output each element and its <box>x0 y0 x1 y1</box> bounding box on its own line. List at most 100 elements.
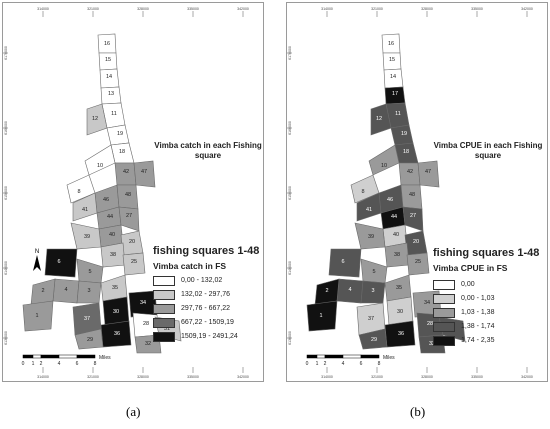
legend-label: 132,02 - 297,76 <box>181 291 231 298</box>
tick-label-bottom: 342000 <box>521 375 533 379</box>
fishing-square-label: 47 <box>141 169 147 175</box>
north-arrow-label: N <box>35 249 39 255</box>
fishing-square-label: 19 <box>401 131 407 137</box>
fishing-square-label: 29 <box>371 337 377 343</box>
legend-swatch <box>433 307 455 318</box>
legend-label: 667,22 - 1509,19 <box>181 319 234 326</box>
fishing-square-shape <box>417 160 440 188</box>
fishing-square-42: 42 <box>114 162 137 186</box>
fishing-square-label: 15 <box>105 57 111 63</box>
legend-swatch <box>433 321 455 332</box>
scale-bar-label: 8 <box>378 361 381 367</box>
map-panel-b: 314000 321000 328000 335000 342000 314000 3210… <box>286 2 548 382</box>
fishing-square-20: 20 <box>120 230 144 256</box>
legend-item: 0,00 <box>433 279 475 290</box>
fishing-square-label: 14 <box>390 74 396 80</box>
tick-label-left: 6130000 <box>4 331 8 345</box>
fishing-square-label: 12 <box>376 116 382 122</box>
fishing-square-label: 20 <box>413 239 419 245</box>
fishing-square-5: 5 <box>360 258 388 284</box>
fishing-square-17: 17 <box>384 86 406 105</box>
fishing-square-label: 30 <box>113 309 119 315</box>
fishing-square-48: 48 <box>116 184 139 210</box>
fishing-square-label: 2 <box>41 288 44 294</box>
fishing-square-label: 5 <box>372 269 375 275</box>
scale-bar-label: 1 <box>32 361 35 367</box>
fishing-square-30: 30 <box>102 296 130 326</box>
fishing-square-1: 1 <box>306 300 338 332</box>
fishing-square-39: 39 <box>354 222 386 250</box>
tick-label-bottom: 321000 <box>87 375 99 379</box>
caption-a: (a) <box>126 404 141 419</box>
scale-bar-segment <box>22 354 34 359</box>
scale-bar-segment <box>58 354 78 359</box>
tick-label-top: 328000 <box>137 7 149 11</box>
fishing-square-29: 29 <box>358 328 388 350</box>
fishing-square-label: 1 <box>319 313 322 319</box>
fishing-square-shape <box>306 300 338 332</box>
legend-subtitle-b: Vimba CPUE in FS <box>433 263 508 273</box>
fishing-square-shape <box>122 252 146 276</box>
tick-label-left: 6130000 <box>288 331 292 345</box>
legend-item: 132,02 - 297,76 <box>153 289 230 300</box>
scale-bar-label: 0 <box>306 361 309 367</box>
scale-bar-segment <box>324 354 344 359</box>
scale-bar-label: 0 <box>22 361 25 367</box>
fishing-square-label: 44 <box>391 214 397 220</box>
north-arrow-shape <box>33 255 41 271</box>
tick-label-left: 6170000 <box>4 46 8 60</box>
scale-bar-label: 2 <box>40 361 43 367</box>
fishing-square-3: 3 <box>360 280 386 304</box>
map-title-b: Vimba CPUE in each Fishing square <box>433 141 543 160</box>
scale-bar-label: 4 <box>58 361 61 367</box>
fishing-square-16: 16 <box>381 33 401 54</box>
tick-label-left: 6140000 <box>4 261 8 275</box>
fishing-square-label: 48 <box>409 192 415 198</box>
fishing-square-label: 15 <box>389 57 395 63</box>
fishing-square-label: 18 <box>119 149 125 155</box>
fishing-square-3: 3 <box>76 280 102 304</box>
legend-item: 297,76 - 667,22 <box>153 303 230 314</box>
fishing-square-label: 25 <box>415 259 421 265</box>
fishing-square-label: 27 <box>126 213 132 219</box>
fishing-square-label: 32 <box>429 341 435 347</box>
fishing-square-shape <box>368 144 400 176</box>
fishing-square-label: 10 <box>381 163 387 169</box>
scale-bar-segment <box>360 354 380 359</box>
tick-label-top: 342000 <box>237 7 249 11</box>
fishing-square-shape <box>328 248 362 278</box>
fishing-square-47: 47 <box>417 160 440 188</box>
fishing-square-label: 4 <box>348 287 351 293</box>
legend-item: 1,03 - 1,38 <box>433 307 494 318</box>
fishing-square-label: 28 <box>143 321 149 327</box>
legend-item: 1,38 - 1,74 <box>433 321 494 332</box>
tick-label-left: 6170000 <box>288 46 292 60</box>
scale-bar-segment <box>342 354 362 359</box>
fishing-square-label: 42 <box>123 169 129 175</box>
fishing-square-label: 35 <box>112 285 118 291</box>
fishing-square-shape <box>406 252 430 276</box>
tick-label-bottom: 342000 <box>237 375 249 379</box>
fishing-square-shape <box>133 160 156 188</box>
legend-swatch <box>153 275 175 286</box>
map-panel-a: 314000 321000 328000 335000 342000 314000 3210… <box>2 2 264 382</box>
legend-subtitle-a: Vimba catch in FS <box>153 261 227 271</box>
legend-item: 667,22 - 1509,19 <box>153 317 234 328</box>
legend-label: 1,03 - 1,38 <box>461 309 495 316</box>
fishing-square-label: 14 <box>106 74 112 80</box>
legend-title-a: fishing squares 1-48 <box>153 245 260 257</box>
fishing-square-1: 1 <box>22 300 54 332</box>
legend-label: 0,00 <box>461 281 475 288</box>
tick-label-bottom: 314000 <box>37 375 49 379</box>
fishing-square-label: 8 <box>361 189 364 195</box>
fishing-square-shape <box>358 328 388 350</box>
fishing-square-label: 1 <box>35 313 38 319</box>
tick-label-top: 321000 <box>87 7 99 11</box>
fishing-square-label: 39 <box>368 234 374 240</box>
fishing-square-19: 19 <box>390 124 414 146</box>
fishing-square-label: 5 <box>88 269 91 275</box>
fishing-square-label: 11 <box>395 111 401 117</box>
fishing-square-label: 46 <box>103 197 109 203</box>
fishing-square-label: 25 <box>131 259 137 265</box>
